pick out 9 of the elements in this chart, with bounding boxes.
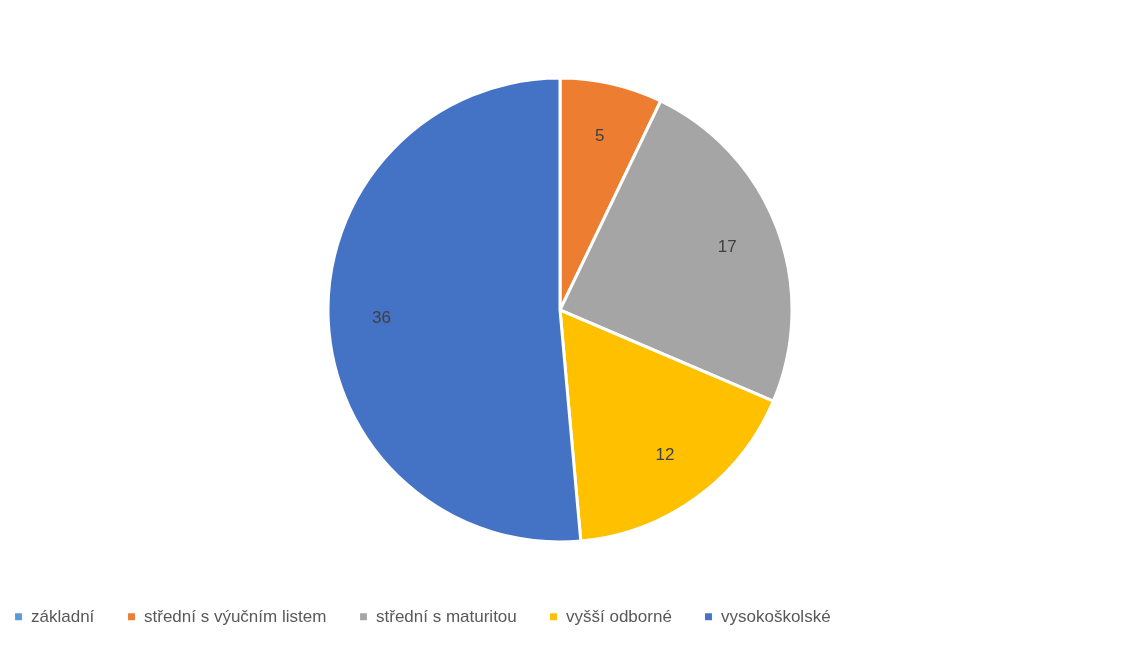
legend-label: střední s výučním listem [144,606,327,626]
data-label: 36 [372,308,391,328]
legend-label: vysokoškolské [721,606,831,626]
legend-label: vyšší odborné [566,606,672,626]
data-label: 5 [595,125,605,145]
data-label: 17 [717,237,737,257]
legend-label: základní [31,606,95,626]
data-label: 12 [655,444,675,464]
legend-label: střední s maturitou [376,606,517,626]
